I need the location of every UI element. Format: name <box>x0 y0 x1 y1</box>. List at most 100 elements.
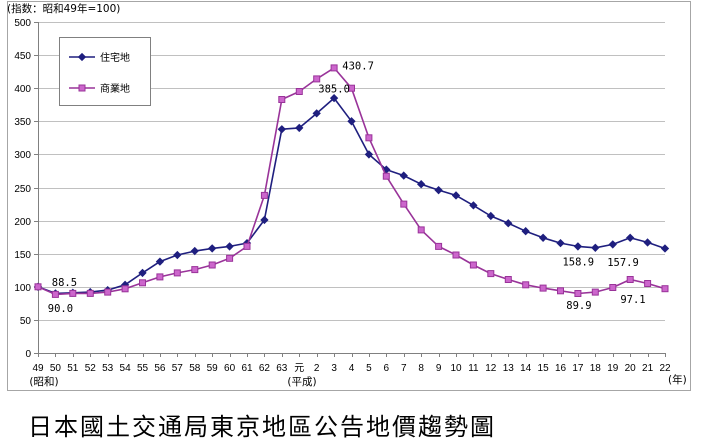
x-tick-label: 16 <box>555 363 567 374</box>
commercial-data-label: 97.1 <box>620 294 645 306</box>
x-tick-label: 57 <box>172 363 184 374</box>
commercial-point <box>86 289 94 297</box>
x-tick-label: 19 <box>607 363 619 374</box>
residential-point <box>417 180 426 189</box>
x-tick-label: 53 <box>102 363 114 374</box>
commercial-point <box>626 276 634 283</box>
x-tick-label: 61 <box>241 363 253 374</box>
commercial-point <box>539 284 547 292</box>
figure-caption: 日本國土交通局東京地區公告地價趨勢圖 <box>28 413 496 441</box>
commercial-point <box>469 261 477 269</box>
x-tick-label: 56 <box>154 363 166 374</box>
commercial-point <box>557 287 564 295</box>
residential-point <box>312 109 321 118</box>
residential-point <box>504 219 513 228</box>
residential-point <box>608 240 617 249</box>
residential-data-label: 158.9 <box>562 256 594 268</box>
commercial-data-label: 89.9 <box>566 300 591 312</box>
x-tick-label: 22 <box>659 363 671 374</box>
x-tick-label: 17 <box>572 363 584 374</box>
x-tick-label: 59 <box>207 363 219 374</box>
residential-series <box>33 93 670 298</box>
x-tick-label: 12 <box>485 363 497 374</box>
era-label-heisei: (平成) <box>287 376 316 388</box>
commercial-point <box>139 279 146 287</box>
commercial-data-label: 88.5 <box>52 277 77 289</box>
x-tick-label: 10 <box>450 363 462 374</box>
commercial-point <box>417 226 425 234</box>
x-tick-label: 11 <box>468 363 479 374</box>
x-tick-label: 元 <box>294 363 304 374</box>
commercial-point <box>522 281 530 289</box>
residential-point <box>643 238 652 247</box>
residential-point <box>538 233 548 242</box>
y-tick-label: 300 <box>14 150 31 161</box>
commercial-point <box>104 288 112 296</box>
residential-point <box>225 242 234 251</box>
residential-point <box>660 244 670 253</box>
legend: 住宅地 商業地 <box>59 37 151 106</box>
legend-item-residential: 住宅地 <box>69 51 130 64</box>
y-tick-label: 50 <box>20 316 32 327</box>
residential-point <box>295 123 304 133</box>
y-tick-label: 450 <box>14 51 31 62</box>
commercial-point <box>226 254 234 262</box>
commercial-point <box>313 75 321 83</box>
commercial-data-label: 430.7 <box>342 60 374 72</box>
commercial-point <box>208 261 216 269</box>
commercial-point <box>156 273 164 281</box>
x-tick-label: 21 <box>642 363 654 374</box>
commercial-point <box>661 285 669 293</box>
x-tick-label: 51 <box>67 363 79 374</box>
residential-data-label: 157.9 <box>607 257 639 269</box>
y-tick-label: 100 <box>14 283 31 294</box>
x-tick-label: 55 <box>137 363 149 374</box>
residential-point <box>347 117 356 126</box>
x-tick-label: 14 <box>520 363 532 374</box>
x-tick-label: 9 <box>436 363 442 374</box>
residential-point <box>556 238 565 248</box>
y-tick-labels: 0 50 100 150 200 250 300 350 400 450 500 <box>14 18 31 360</box>
x-tick-label: 60 <box>224 363 236 374</box>
commercial-point <box>382 172 390 180</box>
residential-point <box>208 244 217 253</box>
x-tick-label: 49 <box>32 363 44 374</box>
commercial-point <box>591 288 599 296</box>
residential-point <box>626 233 635 242</box>
commercial-point <box>260 191 268 199</box>
residential-point <box>138 268 147 278</box>
commercial-point <box>69 289 77 297</box>
y-tick-label: 500 <box>14 18 31 29</box>
residential-point <box>573 242 583 251</box>
commercial-point <box>348 84 355 92</box>
commercial-point <box>278 96 286 103</box>
x-tick-label: 7 <box>401 363 407 374</box>
x-tick-label: 15 <box>538 363 550 374</box>
commercial-point <box>121 285 129 293</box>
x-tick-label: 63 <box>276 363 288 374</box>
residential-point <box>486 211 495 221</box>
residential-point <box>190 246 199 256</box>
x-tick-label: 2 <box>314 363 320 374</box>
era-label-showa: (昭和) <box>29 376 58 388</box>
x-tick-label: 58 <box>189 363 201 374</box>
commercial-point <box>609 284 617 291</box>
data-labels: 90.0 385.0 158.9 157.9 88.5 430.7 89.9 97.1 <box>48 60 646 314</box>
x-tick-label: 13 <box>503 363 515 374</box>
residential-point <box>469 201 478 210</box>
residential-point <box>260 215 269 225</box>
x-tick-label: 52 <box>85 363 97 374</box>
commercial-point <box>504 276 512 283</box>
legend-label-commercial: 商業地 <box>100 82 130 95</box>
x-tick-label: 54 <box>120 363 132 374</box>
commercial-point <box>487 270 495 278</box>
residential-point <box>521 227 530 236</box>
x-tick-label: 20 <box>625 363 637 374</box>
commercial-point <box>365 134 373 142</box>
residential-data-label: 385.0 <box>318 84 350 96</box>
residential-point <box>329 93 339 103</box>
y-tick-label: 400 <box>14 84 31 95</box>
commercial-point <box>173 269 181 277</box>
